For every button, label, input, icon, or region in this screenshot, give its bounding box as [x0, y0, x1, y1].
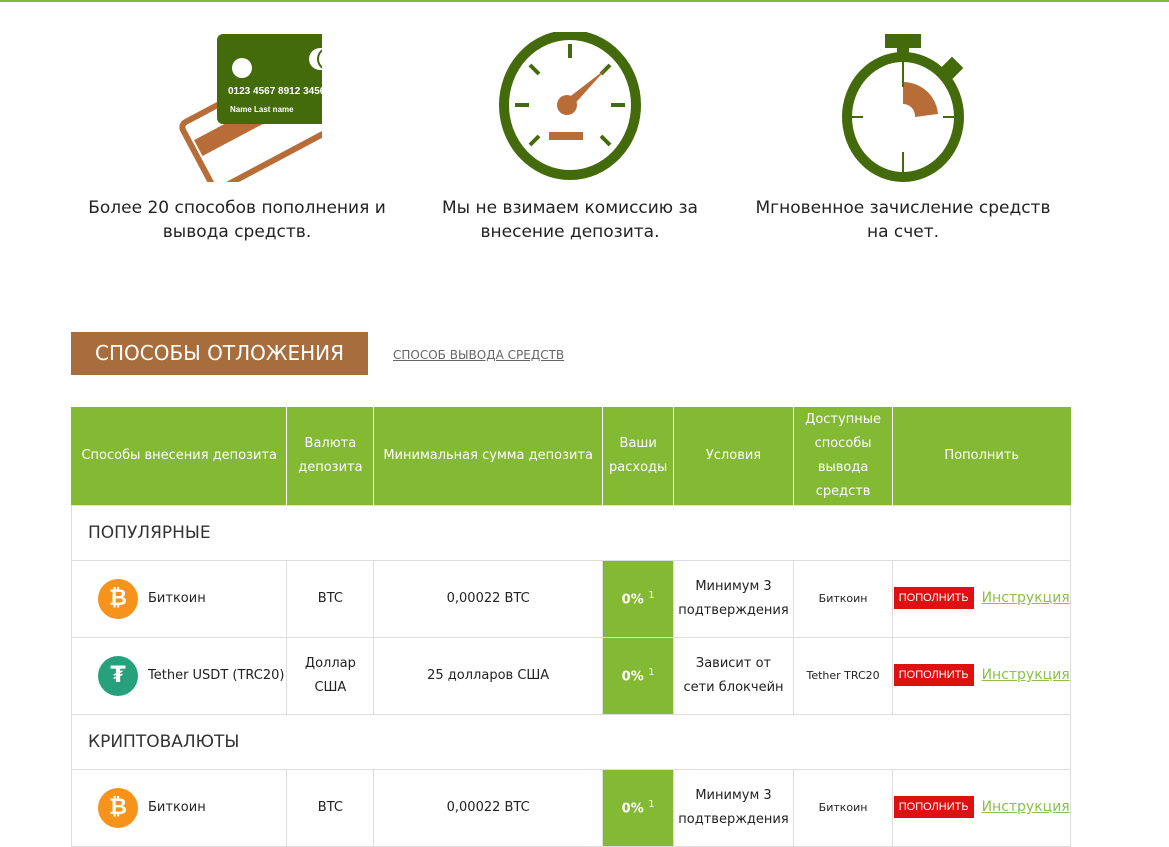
- stopwatch-icon: [842, 34, 964, 182]
- conditions: Минимум 3 подтверждения: [673, 768, 794, 847]
- column-header: Валюта депозита: [286, 407, 375, 505]
- speedometer-icon: [499, 32, 641, 180]
- instruction-link[interactable]: Инструкция: [981, 799, 1070, 816]
- min-amount: 25 долларов США: [373, 636, 604, 715]
- conditions: Зависит от сети блокчейн: [673, 636, 794, 715]
- method-name: Tether USDT (TRC20): [148, 667, 285, 683]
- section-title: КРИПТОВАЛЮТЫ: [71, 713, 1071, 770]
- withdraw-methods: Биткоин: [792, 768, 894, 847]
- section-row: КРИПТОВАЛЮТЫ: [71, 713, 1071, 770]
- deposit-button[interactable]: ПОПОЛНИТЬ: [893, 796, 974, 819]
- fee-value: 0%: [621, 592, 644, 608]
- feature-payment-methods: 0123 4567 8912 3456 Name Last name Более…: [87, 32, 387, 244]
- svg-text:0123 4567 8912 3456: 0123 4567 8912 3456: [228, 86, 322, 97]
- withdraw-methods: Биткоин: [792, 559, 894, 638]
- tether-icon: ₮: [98, 655, 138, 696]
- table-row: ₿ Биткоин BTC 0,00022 BTC 0% 1 Минимум 3 …: [70, 768, 1071, 847]
- deposit-button[interactable]: ПОПОЛНИТЬ: [893, 664, 974, 687]
- deposit-button[interactable]: ПОПОЛНИТЬ: [893, 587, 974, 610]
- bitcoin-icon: ₿: [98, 787, 138, 828]
- column-header: Способы внесения депозита: [71, 407, 288, 505]
- fee-value: 0%: [621, 669, 644, 685]
- column-header: Пополнить: [892, 407, 1071, 505]
- feature-no-commission: Мы не взимаем комиссию за внесение депоз…: [420, 32, 720, 244]
- tab-deposit-methods[interactable]: СПОСОБЫ ОТЛОЖЕНИЯ: [71, 332, 368, 375]
- min-amount: 0,00022 BTC: [373, 559, 604, 638]
- min-amount: 0,00022 BTC: [373, 768, 604, 847]
- instruction-link[interactable]: Инструкция: [981, 667, 1070, 684]
- column-header: Минимальная сумма депозита: [373, 407, 604, 505]
- feature-text: Более 20 способов пополнения и вывода ср…: [88, 198, 386, 242]
- conditions: Минимум 3 подтверждения: [673, 559, 794, 638]
- withdraw-methods: Tether TRC20: [792, 636, 894, 715]
- credit-cards-icon: 0123 4567 8912 3456 Name Last name: [179, 34, 322, 182]
- method-name: Биткоин: [148, 590, 206, 606]
- column-header: Ваши расходы: [602, 407, 675, 505]
- table-row: ₮ Tether USDT (TRC20) Доллар США 25 долла…: [70, 636, 1071, 715]
- feature-text: Мы не взимаем комиссию за внесение депоз…: [442, 198, 698, 242]
- footnote-marker: 1: [648, 799, 655, 811]
- feature-instant-credit: Мгновенное зачисление средств на счет.: [753, 32, 1053, 244]
- feature-text: Мгновенное зачисление средств на счет.: [755, 198, 1051, 242]
- bitcoin-icon: ₿: [98, 578, 138, 619]
- currency: BTC: [286, 768, 375, 847]
- fee: 0% 1: [602, 559, 675, 638]
- svg-text:Name Last name: Name Last name: [230, 105, 294, 114]
- instruction-link[interactable]: Инструкция: [981, 590, 1070, 607]
- table-row: ₿ Биткоин BTC 0,00022 BTC 0% 1 Минимум 3 …: [70, 559, 1071, 638]
- method-name: Биткоин: [148, 799, 206, 815]
- column-header: Доступные способы вывода средств: [793, 407, 894, 505]
- currency: BTC: [286, 559, 375, 638]
- fee: 0% 1: [602, 768, 675, 847]
- currency: Доллар США: [286, 636, 375, 715]
- fee-value: 0%: [621, 801, 644, 817]
- section-title: ПОПУЛЯРНЫЕ: [71, 504, 1071, 561]
- footnote-marker: 1: [648, 590, 655, 602]
- fee: 0% 1: [602, 636, 675, 715]
- tab-withdrawal-methods[interactable]: СПОСОБ ВЫВОДА СРЕДСТВ: [393, 348, 565, 362]
- deposit-methods-table: Способы внесения депозита Валюта депозит…: [70, 407, 1071, 847]
- column-header: Условия: [673, 407, 794, 505]
- section-row: ПОПУЛЯРНЫЕ: [71, 504, 1071, 561]
- footnote-marker: 1: [648, 667, 655, 679]
- table-header-row: Способы внесения депозита Валюта депозит…: [71, 407, 1071, 505]
